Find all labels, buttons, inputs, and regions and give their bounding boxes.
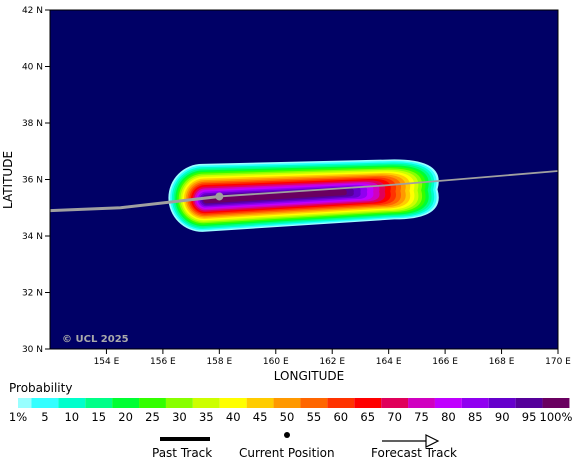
lon-tick-label: 162 E	[319, 357, 345, 367]
lon-tick-label: 168 E	[489, 357, 515, 367]
scale-label: 15	[91, 410, 106, 424]
scale-label: 85	[468, 410, 483, 424]
probability-colour-scale: 1% 5 10 15 20 25 30 35 40 45 50 55 60 65 70 75 80 85 90 95 1…	[9, 398, 573, 424]
current-position-dot-icon	[284, 432, 290, 438]
x-axis-title: LONGITUDE	[274, 369, 344, 380]
key-forecast-label: Forecast Track	[371, 446, 457, 460]
lon-tick-label: 170 E	[545, 357, 571, 367]
scale-label: 40	[226, 410, 241, 424]
lon-tick-label: 160 E	[263, 357, 289, 367]
scale-swatch	[273, 398, 301, 408]
lon-tick-label: 164 E	[376, 357, 402, 367]
lon-tick-label: 154 E	[94, 357, 120, 367]
scale-label: 80	[441, 410, 456, 424]
scale-swatch	[381, 398, 409, 408]
scale-label: 60	[333, 410, 348, 424]
lat-tick-label: 32 N	[22, 289, 43, 299]
scale-swatch	[18, 398, 32, 408]
lat-tick-label: 38 N	[22, 119, 43, 129]
key-past-label: Past Track	[152, 446, 213, 460]
lat-tick-label: 36 N	[22, 176, 43, 186]
scale-label: 30	[172, 410, 187, 424]
storm-track	[49, 170, 559, 213]
scale-swatch	[542, 398, 570, 408]
lon-tick-label: 156 E	[150, 357, 176, 367]
scale-label: 5	[41, 410, 48, 424]
scale-swatch	[488, 398, 516, 408]
scale-label: 100%	[540, 410, 573, 424]
y-axis-title: LATITUDE	[1, 151, 15, 209]
scale-swatch	[515, 398, 543, 408]
key-current-position: Current Position	[237, 430, 347, 462]
longitude-ticks: 154 E 156 E 158 E 160 E 162 E 164 E 166 E 168 E…	[94, 349, 571, 367]
scale-label: 50	[280, 410, 295, 424]
lat-tick-label: 42 N	[22, 6, 43, 16]
probability-band-100%	[203, 189, 347, 204]
key-past-track: Past Track	[150, 430, 220, 462]
copyright-label: © UCL 2025	[62, 334, 129, 345]
key-forecast-track: Forecast Track	[368, 430, 478, 462]
scale-label: 25	[145, 410, 160, 424]
scale-label: 10	[64, 410, 79, 424]
lat-tick-label: 40 N	[22, 63, 43, 73]
current-position-marker	[215, 192, 224, 201]
scale-label: 90	[495, 410, 510, 424]
key-current-label: Current Position	[239, 446, 335, 460]
lon-tick-label: 166 E	[432, 357, 458, 367]
scale-label: 55	[307, 410, 322, 424]
scale-swatch	[434, 398, 462, 408]
scale-label: 70	[387, 410, 402, 424]
lat-tick-label: 30 N	[22, 345, 43, 355]
latitude-ticks: 42 N 40 N 38 N 36 N 34 N 32 N 30 N	[22, 6, 50, 355]
scale-swatch	[165, 398, 193, 408]
scale-swatch	[139, 398, 166, 408]
scale-swatch	[461, 398, 489, 408]
scale-label: 35	[199, 410, 214, 424]
scale-swatch	[246, 398, 274, 408]
lon-tick-label: 158 E	[206, 357, 232, 367]
scale-swatch	[192, 398, 220, 408]
past-track-line	[49, 194, 220, 213]
scale-swatch	[219, 398, 247, 408]
scale-swatch	[112, 398, 140, 408]
scale-swatch	[31, 398, 59, 408]
scale-swatch	[408, 398, 435, 408]
probability-swath	[168, 159, 439, 232]
forecast-track-arrow-icon	[382, 434, 440, 448]
scale-label: 95	[522, 410, 537, 424]
scale-label: 1%	[9, 410, 27, 424]
lat-tick-label: 34 N	[22, 232, 43, 242]
scale-swatch	[327, 398, 355, 408]
scale-swatch	[58, 398, 86, 408]
forecast-track-line	[219, 170, 559, 198]
legend-title: Probability	[9, 381, 73, 395]
past-track-line-icon	[160, 437, 210, 441]
scale-label: 75	[414, 410, 429, 424]
scale-label: 65	[360, 410, 375, 424]
scale-swatch	[300, 398, 328, 408]
scale-label: 20	[118, 410, 133, 424]
scale-swatch	[85, 398, 113, 408]
scale-swatch	[354, 398, 382, 408]
scale-label: 45	[253, 410, 268, 424]
